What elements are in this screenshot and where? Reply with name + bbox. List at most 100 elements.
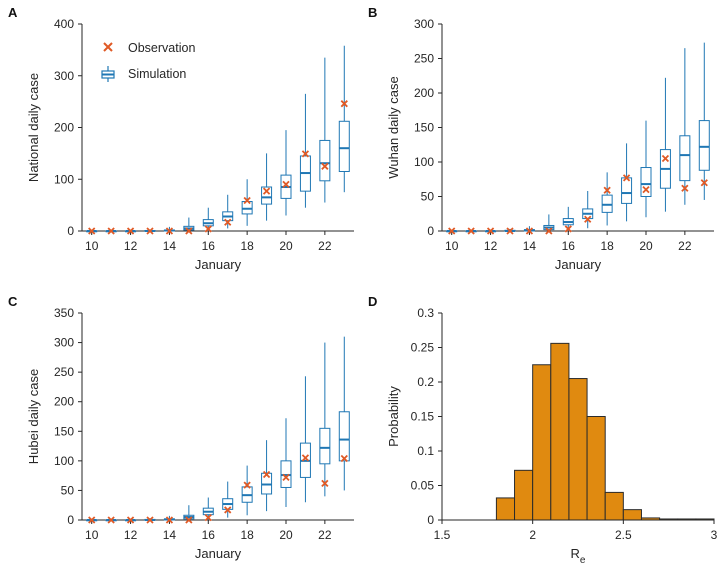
- panel-c-x-tick-label: 18: [240, 528, 254, 542]
- panel-c-observation-point: [243, 481, 251, 489]
- panel-c-x-axis-label: January: [195, 546, 242, 561]
- panel-c-y-axis-label: Hubei daily case: [26, 369, 41, 464]
- legend: Observation Simulation: [101, 41, 195, 82]
- panel-a-observation-point: [126, 227, 135, 235]
- panel-a-observation-point: [321, 162, 329, 170]
- panel-a-y-tick-label: 100: [54, 172, 74, 186]
- panel-b-x-tick-label: 14: [523, 239, 537, 253]
- panel-c-observation-stroke: [301, 454, 310, 462]
- panel-b-x-tick-label: 18: [600, 239, 614, 253]
- panel-c-y-tick-label: 200: [54, 395, 74, 409]
- panel-b-observation-stroke: [564, 225, 572, 233]
- panel-c-y-tick-label: 350: [54, 306, 74, 320]
- panel-c-observation-stroke: [165, 516, 174, 524]
- panel-c-observation-point: [282, 473, 290, 482]
- panel-c-x-tick-label: 12: [124, 528, 138, 542]
- panel-a-observation-stroke: [282, 180, 290, 189]
- panel-c-observation-stroke: [282, 473, 290, 482]
- panel-d-bar: [550, 342, 570, 521]
- panel-c-observation-point: [146, 516, 154, 524]
- panel-b-observation-stroke: [622, 174, 631, 182]
- panel-c-y-tick-label: 250: [54, 365, 74, 379]
- panel-a-observation-point: [340, 100, 348, 108]
- panel-d-y-tick-label: 0.3: [417, 306, 434, 320]
- legend-simulation-label: Simulation: [128, 67, 186, 81]
- panel-b-observation-stroke: [661, 154, 670, 163]
- panel-d-letter: D: [368, 294, 377, 309]
- panel-c-y-tick-label: 0: [67, 513, 74, 527]
- panel-c-observation-stroke: [204, 513, 212, 522]
- panel-a-box-plot: 10 12 14 16 18 20 22 0 100 200 300 400 January Nation…: [26, 17, 354, 272]
- panel-c-observation-point: [107, 516, 115, 524]
- panel-a-observation-stroke: [107, 227, 115, 235]
- panel-c-observation-stroke: [185, 516, 193, 524]
- panel-a-observation-stroke: [262, 187, 271, 195]
- panel-a-observation-stroke: [146, 227, 154, 235]
- panel-b-x-tick-label: 20: [639, 239, 653, 253]
- panel-a-x-tick-label: 10: [85, 239, 99, 253]
- legend-observation-label: Observation: [128, 41, 195, 55]
- panel-a-observation-stroke: [243, 196, 251, 205]
- panel-a-x-tick-label: 14: [163, 239, 177, 253]
- panel-a-observation-stroke: [126, 227, 135, 235]
- panel-c-observation-point: [262, 470, 271, 479]
- panel-b-observation-stroke: [603, 186, 611, 194]
- panel-b-y-axis-label: Wuhan daily case: [386, 76, 401, 178]
- panel-d-x-tick-label: 2: [529, 528, 536, 542]
- panel-c-letter: C: [8, 294, 18, 309]
- panel-d-x-tick-label: 1.5: [434, 528, 451, 542]
- panel-c-observation-stroke: [88, 516, 96, 524]
- panel-a-observation-stroke: [321, 162, 329, 170]
- panel-b-box: [640, 167, 652, 198]
- panel-b-box-plot: 10 12 14 16 18 20 22 0 50 100 150 200 250 300 January W…: [386, 17, 714, 272]
- panel-d-x-tick-label: 2.5: [615, 528, 632, 542]
- panel-a-observation-point: [301, 150, 310, 158]
- panel-c-y-tick-label: 300: [54, 336, 74, 350]
- legend-simulation-marker: [101, 66, 115, 82]
- panel-b-box: [698, 120, 710, 171]
- panel-a-observation-stroke: [88, 227, 96, 235]
- panel-a-box: [319, 139, 331, 182]
- panel-a-observation-stroke: [185, 227, 193, 235]
- panel-c-observation-point: [224, 506, 232, 514]
- panel-a-x-tick-label: 12: [124, 239, 138, 253]
- panel-c-observation-point: [301, 454, 310, 462]
- panel-d-y-tick-label: 0.2: [417, 375, 434, 389]
- panel-d-y-tick-label: 0: [427, 513, 434, 527]
- panel-a-observation-point: [88, 227, 96, 235]
- panel-b-observation-point: [486, 227, 495, 235]
- panel-a-observation-point: [185, 227, 193, 235]
- panel-b-observation-point: [584, 215, 592, 223]
- panel-b-observation-point: [661, 154, 670, 163]
- panel-d-y-tick-label: 0.25: [411, 341, 435, 355]
- panel-d-bar: [568, 378, 588, 521]
- panel-b-observation-point: [603, 186, 611, 194]
- panel-a-x-tick-label: 18: [240, 239, 254, 253]
- panel-a-observation-point: [282, 180, 290, 189]
- panel-b-observation-point: [448, 227, 456, 235]
- panel-c-observation-stroke: [340, 454, 348, 463]
- panel-b-y-tick-label: 150: [414, 121, 434, 135]
- panel-d-x-axis-label: Re: [571, 546, 586, 566]
- panel-b-x-tick-label: 12: [484, 239, 498, 253]
- panel-c-observation-stroke: [126, 516, 135, 524]
- panel-b-observation-stroke: [525, 227, 534, 235]
- panel-c-observation-stroke: [243, 481, 251, 489]
- panel-a-observation-point: [107, 227, 115, 235]
- panel-b-observation-stroke: [506, 227, 514, 235]
- panel-a-observation-point: [146, 227, 154, 235]
- panel-a-observation-stroke: [224, 218, 232, 226]
- panel-d-bar: [586, 416, 606, 521]
- panel-a-letter: A: [8, 5, 18, 20]
- panel-a-box: [261, 186, 273, 205]
- panel-b-observation-point: [545, 227, 553, 235]
- panel-a-y-tick-label: 300: [54, 69, 74, 83]
- panel-a-observation-point: [204, 225, 212, 233]
- panel-c-x-tick-label: 10: [85, 528, 99, 542]
- panel-d-y-tick-label: 0.1: [417, 444, 434, 458]
- panel-c-x-tick-label: 22: [318, 528, 332, 542]
- panel-b-x-tick-label: 10: [445, 239, 459, 253]
- panel-b-observation-point: [681, 184, 689, 192]
- panel-c-observation-stroke: [321, 479, 329, 487]
- panel-b-observation-stroke: [486, 227, 495, 235]
